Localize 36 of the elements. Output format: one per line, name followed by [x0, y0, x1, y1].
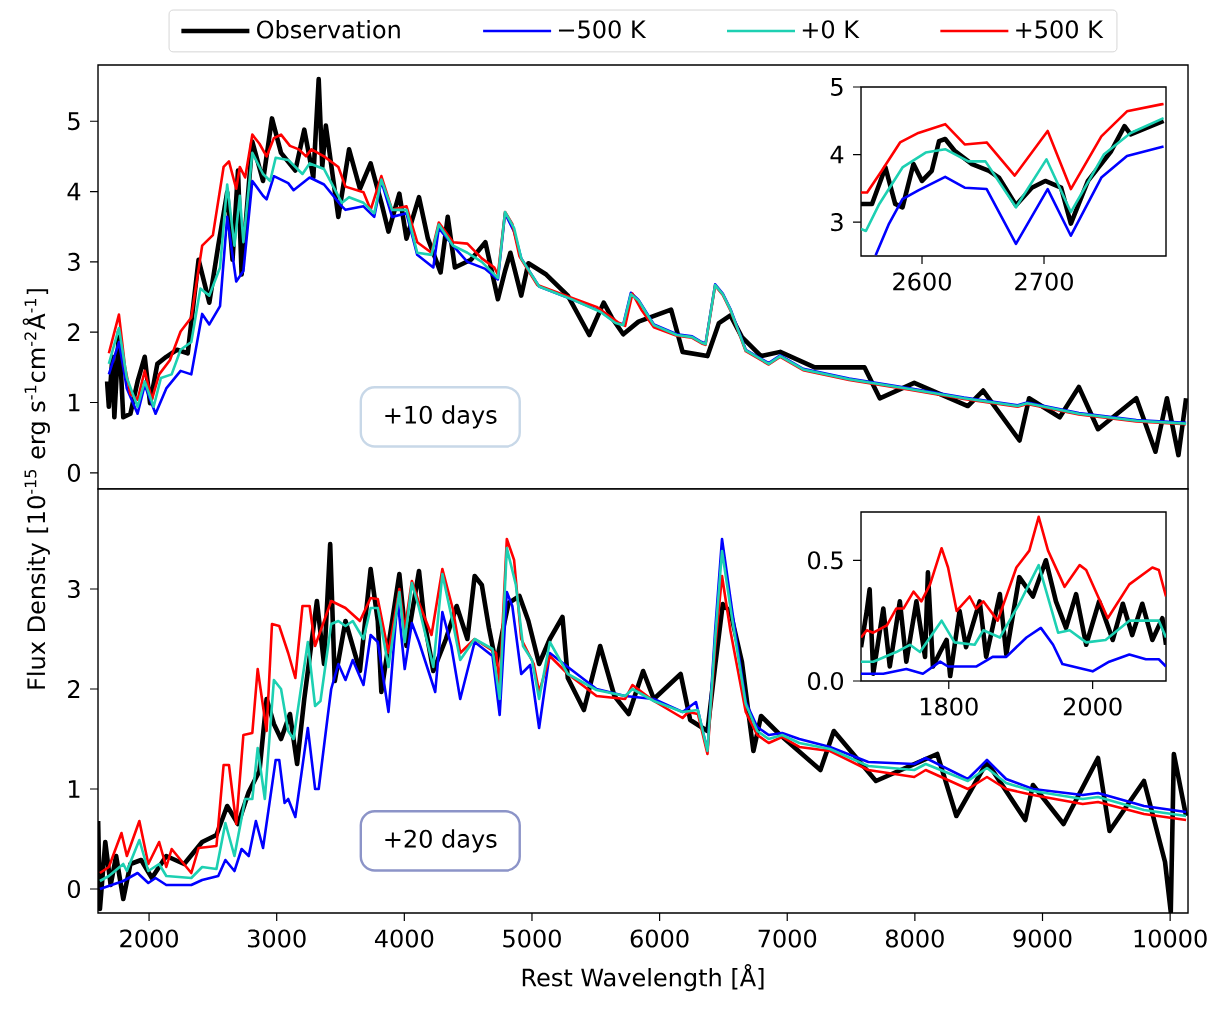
- x-tick-label: 5000: [503, 929, 561, 948]
- x-tick-label: 6000: [630, 929, 689, 948]
- x-tick-label: 10000: [1134, 929, 1207, 948]
- x-tick-label: 2000: [120, 929, 178, 948]
- y-tick-label: 0: [67, 879, 81, 899]
- text: Flux Density [10$^{-15}$ erg s$^{-1}$cm$^{-2}$Å$^{-1}$]: [22, 289, 50, 689]
- y-tick-label: 3: [831, 213, 843, 232]
- y-tick-label: 5: [831, 78, 843, 96]
- y-tick-label: 4: [67, 182, 81, 201]
- y-tick-label: 0.5: [808, 551, 843, 570]
- y-tick-label: 0: [67, 463, 81, 482]
- x-tick-label: 2000: [1063, 697, 1122, 716]
- legend-label: +0 K: [802, 20, 860, 39]
- y-tick-label: 0.0: [808, 671, 844, 691]
- x-tick-label: 2700: [1015, 272, 1073, 291]
- x-tick-label: 9000: [1013, 929, 1072, 948]
- x-tick-label: 4000: [374, 929, 434, 948]
- x-tick-label: 7000: [758, 929, 817, 948]
- legend-label: −500 K: [558, 20, 647, 39]
- y-tick-label: 1: [68, 393, 80, 412]
- x-axis-title: Rest Wavelength [Å]: [522, 963, 764, 992]
- legend-label: Observation: [257, 20, 400, 39]
- y-tick-label: 4: [830, 145, 844, 164]
- x-tick-label: 8000: [885, 929, 944, 948]
- legend-label: +500 K: [1016, 20, 1104, 39]
- y-tick-label: 2: [68, 323, 80, 342]
- x-tick-label: 2600: [893, 272, 951, 291]
- y-tick-label: 1: [68, 780, 80, 798]
- x-tick-label: 1800: [920, 697, 978, 716]
- y-tick-label: 2: [68, 680, 80, 698]
- annotation: +20 days: [385, 829, 497, 853]
- x-tick-label: 3000: [247, 929, 306, 948]
- y-tick-label: 3: [68, 579, 80, 599]
- y-tick-label: 5: [68, 112, 80, 131]
- y-tick-label: 3: [68, 252, 80, 271]
- annotation: +10 days: [385, 405, 497, 429]
